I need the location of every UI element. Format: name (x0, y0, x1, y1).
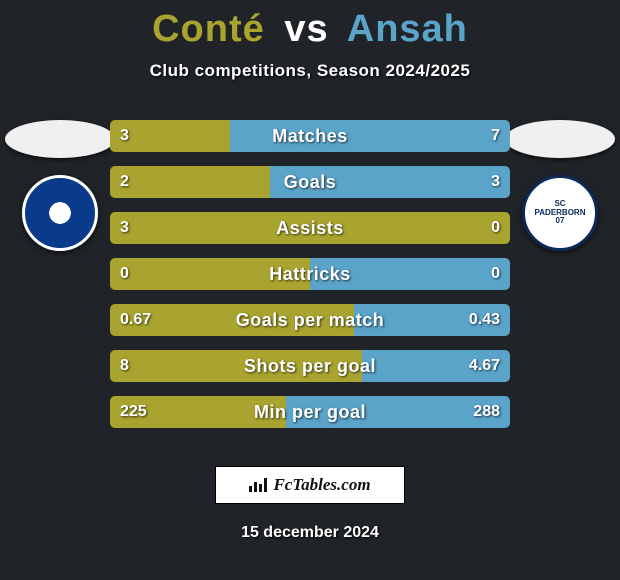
stat-row: 225288Min per goal (110, 396, 510, 428)
player-right-name: Ansah (347, 8, 468, 50)
stat-label: Hattricks (110, 258, 510, 290)
bars-icon (249, 478, 267, 492)
stats-bars: 37Matches 23Goals 30Assists 00Hattricks 0.67… (110, 120, 510, 442)
stat-row: 00Hattricks (110, 258, 510, 290)
stat-row: 0.670.43Goals per match (110, 304, 510, 336)
brand-box: FcTables.com (215, 466, 405, 504)
competition-subtitle: Club competitions, Season 2024/2025 (0, 61, 620, 81)
stat-label: Shots per goal (110, 350, 510, 382)
club-logo-right: SC PADERBORN 07 (522, 175, 598, 251)
stat-label: Goals per match (110, 304, 510, 336)
stat-label: Assists (110, 212, 510, 244)
club-logo-left: KSC (22, 175, 98, 251)
vs-text: vs (284, 8, 328, 50)
date-text: 15 december 2024 (0, 524, 620, 542)
stat-row: 37Matches (110, 120, 510, 152)
stat-label: Goals (110, 166, 510, 198)
ellipse-right (505, 120, 615, 158)
footer-area: FcTables.com 15 december 2024 (0, 440, 620, 542)
player-left-name: Conté (152, 8, 265, 50)
brand-text: FcTables.com (273, 475, 370, 495)
stat-row: 30Assists (110, 212, 510, 244)
club-logo-left-text: KSC (49, 208, 70, 219)
comparison-title: Conté vs Ansah (0, 0, 620, 51)
ellipse-left (5, 120, 115, 158)
stat-row: 84.67Shots per goal (110, 350, 510, 382)
stat-label: Matches (110, 120, 510, 152)
stat-label: Min per goal (110, 396, 510, 428)
stat-row: 23Goals (110, 166, 510, 198)
club-logo-right-text: SC PADERBORN 07 (525, 196, 595, 230)
